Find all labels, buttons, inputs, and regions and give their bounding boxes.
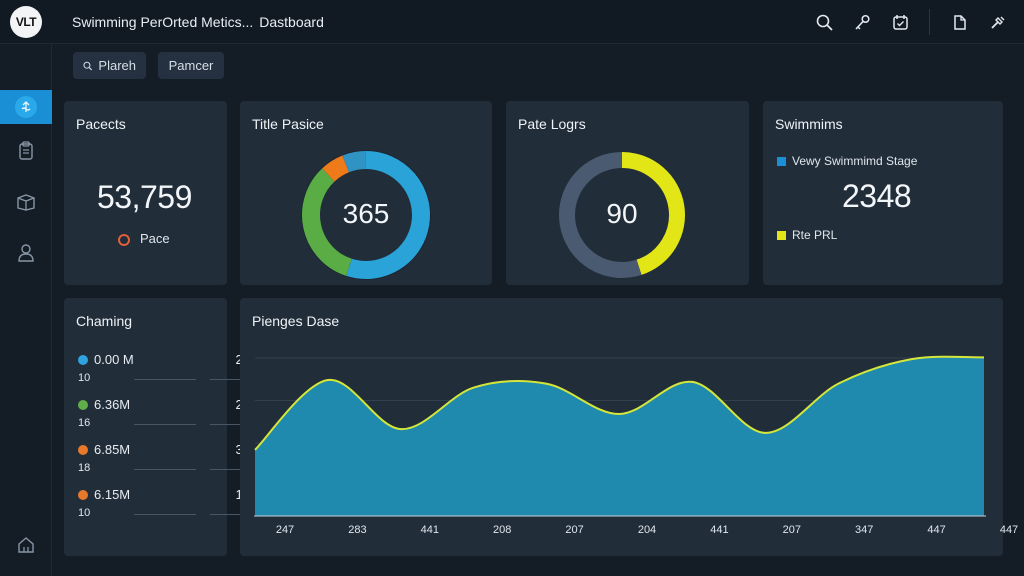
title-pasice-value: 365 xyxy=(343,198,390,229)
x-tick-label: 441 xyxy=(420,524,439,536)
card-swimmims: Swimmims Vewy Swimmimd Stage 2348 Rte PR… xyxy=(763,101,1003,369)
list-item-label-text: 6.15M xyxy=(94,487,131,502)
document-icon[interactable] xyxy=(950,13,968,31)
list-item-label: 6.36M xyxy=(78,397,130,412)
app-logo[interactable]: VLT xyxy=(10,6,42,38)
area-series-fill xyxy=(255,356,984,516)
status-dot-icon xyxy=(78,444,88,455)
sidebar-item-package[interactable] xyxy=(0,185,52,219)
search-button[interactable]: Plareh xyxy=(73,52,146,79)
list-item-label-text: 6.85M xyxy=(94,442,131,457)
swimmims-legend-1: Vewy Swimmimd Stage xyxy=(777,154,917,168)
x-tick-label: 441 xyxy=(710,524,729,536)
list-item-sub: 10 xyxy=(78,507,91,519)
donut-segment-green xyxy=(302,168,353,276)
card-title: Title Pasice xyxy=(252,116,324,132)
list-item-sub: 10 xyxy=(78,372,91,384)
filter-button[interactable]: Pamcer xyxy=(158,52,224,79)
donut-segment-lightblue xyxy=(342,151,367,173)
pacects-legend: Pace xyxy=(118,231,170,246)
status-dot-icon xyxy=(78,489,88,500)
row-divider xyxy=(134,424,196,425)
swimmims-value: 2348 xyxy=(842,178,912,214)
legend-square-icon xyxy=(777,231,786,241)
x-tick-label: 447 xyxy=(999,524,1019,536)
swimmims-legend-2-label: Rte PRL xyxy=(792,228,838,242)
donut-segment-gray xyxy=(559,152,642,278)
list-item-label: 6.15M xyxy=(78,487,130,502)
search-icon xyxy=(83,61,93,70)
x-tick-label: 207 xyxy=(565,524,584,536)
swimmims-legend-2: Rte PRL xyxy=(777,228,837,242)
x-tick-label: 208 xyxy=(493,524,512,536)
card-title-pasice: Title Pasice 365 xyxy=(240,101,492,285)
row-divider xyxy=(134,379,196,380)
calendar-icon[interactable] xyxy=(891,13,909,31)
tools-icon[interactable] xyxy=(988,13,1006,31)
pate-logrs-value: 90 xyxy=(606,198,637,229)
row-divider xyxy=(134,469,196,470)
card-title: Pate Logrs xyxy=(518,116,586,132)
list-item-sub: 16 xyxy=(78,417,91,429)
x-tick-label: 283 xyxy=(348,524,367,536)
top-bar: VLT Swimming PerOrted Metics... Dastboard xyxy=(0,0,1024,44)
package-icon xyxy=(17,194,35,211)
gauge-segments xyxy=(559,152,685,278)
row-divider xyxy=(134,514,196,515)
list-item-sub: 18 xyxy=(78,462,91,474)
app-title: Swimming PerOrted Metics... Dastboard xyxy=(72,14,324,30)
swim-icon xyxy=(15,96,37,118)
area-chart xyxy=(254,355,986,517)
search-button-label: Plareh xyxy=(98,58,136,73)
card-title: Pacects xyxy=(76,116,126,132)
x-tick-label: 347 xyxy=(855,524,874,536)
donut-segment-blue xyxy=(346,151,430,279)
donut-segment-orange xyxy=(322,155,350,182)
donut-segment-yellow xyxy=(621,152,685,275)
sidebar-item-user[interactable] xyxy=(0,236,52,270)
sidebar xyxy=(0,44,52,576)
card-pienges-dase: Pienges Dase 247 283 441 208 207 204 441 207 347… xyxy=(240,298,1018,556)
pacects-value: 53,759 xyxy=(97,179,192,215)
app-title-text: Swimming PerOrted Metics... xyxy=(72,14,254,30)
logo-text: VLT xyxy=(15,15,37,29)
x-tick-label: 204 xyxy=(637,524,657,536)
key-icon[interactable] xyxy=(853,13,871,31)
sidebar-item-clipboard[interactable] xyxy=(0,134,52,168)
card-pate-logrs: Pate Logrs 90 xyxy=(506,101,749,285)
card-title: Chaming xyxy=(76,313,133,329)
status-dot-icon xyxy=(78,354,88,365)
list-item-label: 6.85M xyxy=(78,442,130,457)
x-tick-label: 207 xyxy=(782,524,801,536)
status-dot-icon xyxy=(78,399,88,410)
swimmims-legend-1-label: Vewy Swimmimd Stage xyxy=(792,154,918,168)
x-tick-label: 247 xyxy=(275,524,295,536)
legend-square-icon xyxy=(777,157,786,167)
sidebar-item-swim[interactable] xyxy=(0,90,52,124)
filter-button-label: Pamcer xyxy=(168,58,214,73)
home-icon xyxy=(18,537,34,553)
toolbar-divider xyxy=(929,9,930,35)
card-title: Swimmims xyxy=(775,116,843,132)
pacects-legend-label: Pace xyxy=(140,231,170,246)
clipboard-icon xyxy=(19,141,33,160)
sidebar-item-home[interactable] xyxy=(0,528,52,562)
donut-segments xyxy=(302,151,430,279)
list-item-label-text: 0.00 M xyxy=(94,352,134,367)
card-chaming: Chaming 0.00 M28.07106.36M24.77166.85M36… xyxy=(64,298,276,556)
search-icon[interactable] xyxy=(815,13,833,31)
app-section: Dastboard xyxy=(259,14,324,30)
x-tick-label: 447 xyxy=(927,524,946,536)
card-title: Pienges Dase xyxy=(252,313,340,329)
list-item-label: 0.00 M xyxy=(78,352,134,367)
legend-dot-icon xyxy=(118,233,130,246)
top-icon-group xyxy=(815,9,1006,35)
area-series-line xyxy=(254,355,985,451)
list-item-label-text: 6.36M xyxy=(94,397,131,412)
card-pacects: Pacects 53,759 Pace xyxy=(64,101,227,285)
title-pasice-donut: 365 xyxy=(301,150,431,280)
user-icon xyxy=(18,244,34,262)
pate-logrs-gauge: 90 xyxy=(559,152,685,278)
